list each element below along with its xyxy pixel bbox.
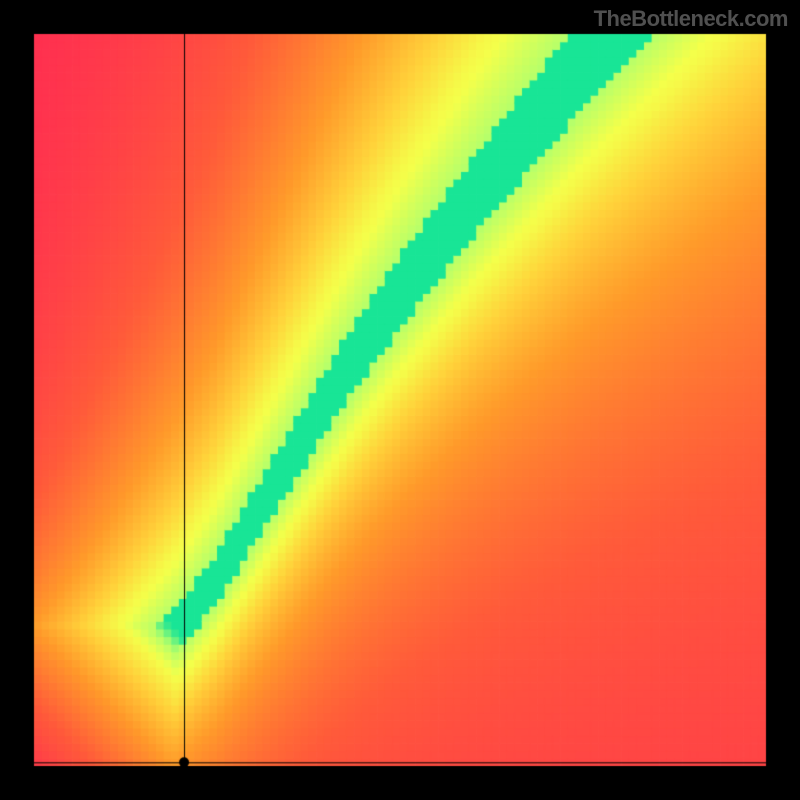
chart-container: TheBottleneck.com [0,0,800,800]
heatmap-canvas [0,0,800,800]
attribution-text: TheBottleneck.com [594,6,788,32]
